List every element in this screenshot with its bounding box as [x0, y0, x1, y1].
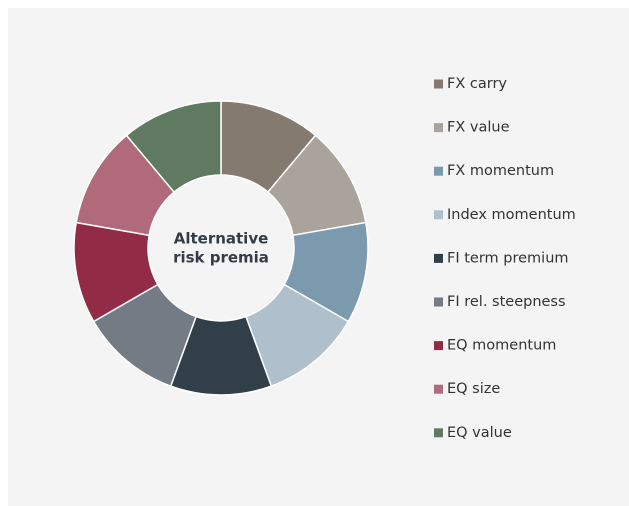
legend-label: FX value [447, 120, 510, 136]
legend-swatch [434, 428, 443, 438]
legend-swatch [434, 297, 443, 307]
legend-label: FI term premium [447, 250, 569, 266]
center-label: Alternative [174, 230, 269, 248]
legend-swatch [434, 123, 443, 133]
legend-label: FI rel. steepness [447, 294, 566, 310]
center-label: risk premia [173, 249, 269, 267]
legend-swatch [434, 341, 443, 351]
slice [125, 100, 222, 194]
legend-swatch [434, 384, 443, 394]
legend-swatch [434, 166, 443, 176]
legend-label: EQ size [447, 381, 500, 397]
legend-swatch [434, 79, 443, 89]
legend-swatch [434, 210, 443, 220]
legend-label: FX momentum [447, 163, 554, 179]
legend-label: Index momentum [447, 207, 576, 223]
legend-swatch [434, 253, 443, 263]
legend-label: EQ momentum [447, 338, 556, 354]
legend-label: FX carry [447, 76, 507, 92]
legend-label: EQ value [447, 425, 512, 441]
